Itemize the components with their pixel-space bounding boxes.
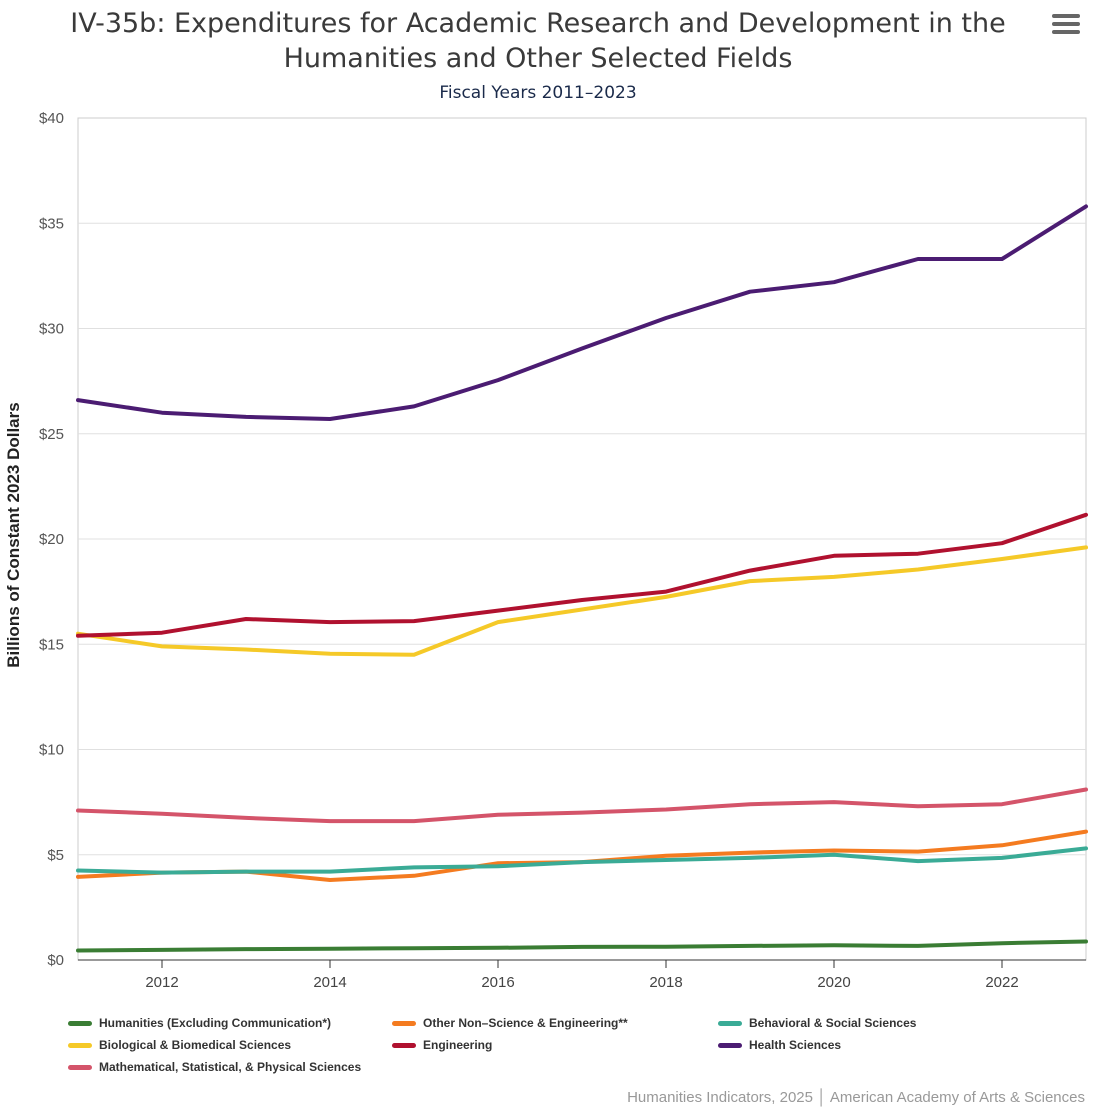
legend-swatch bbox=[392, 1020, 416, 1026]
chart-title: IV-35b: Expenditures for Academic Resear… bbox=[70, 8, 1006, 74]
legend-label: Health Sciences bbox=[749, 1038, 842, 1052]
legend-swatch bbox=[68, 1064, 92, 1070]
x-tick-label: 2016 bbox=[481, 974, 514, 991]
line-chart: $0 $5 $10 $15 $20 $25 $30 $35 $40 2012 2014 2016 201… bbox=[39, 110, 1088, 991]
series-line-biological-biomedical-sciences bbox=[76, 545, 1088, 657]
series-line-mathematical-statistical-physical-sciences bbox=[76, 787, 1088, 824]
legend-item[interactable]: Behavioral & Social Sciences bbox=[718, 1016, 916, 1030]
legend-label: Behavioral & Social Sciences bbox=[749, 1016, 917, 1030]
legend-swatch bbox=[718, 1020, 742, 1026]
legend-item[interactable]: Other Non–Science & Engineering** bbox=[392, 1016, 628, 1030]
y-axis-label: Billions of Constant 2023 Dollars bbox=[4, 402, 23, 668]
credits[interactable]: Humanities Indicators, 2025 │ American A… bbox=[627, 1089, 1085, 1106]
hamburger-menu-icon[interactable] bbox=[1052, 14, 1080, 38]
x-tick-label: 2018 bbox=[649, 974, 682, 991]
y-tick-label: $20 bbox=[39, 531, 64, 548]
y-tick-label: $15 bbox=[39, 636, 64, 653]
legend-label: Mathematical, Statistical, & Physical Sc… bbox=[99, 1060, 362, 1074]
legend-item[interactable]: Humanities (Excluding Communication*) bbox=[68, 1016, 331, 1030]
y-tick-label: $0 bbox=[47, 952, 64, 969]
legend-label: Engineering bbox=[423, 1038, 493, 1052]
x-tick-label: 2012 bbox=[145, 974, 178, 991]
legend-label: Biological & Biomedical Sciences bbox=[99, 1038, 292, 1052]
chart-subtitle: Fiscal Years 2011–2023 bbox=[439, 83, 637, 103]
series-line-engineering bbox=[76, 512, 1088, 638]
y-tick-label: $30 bbox=[39, 321, 64, 338]
y-tick-label: $10 bbox=[39, 742, 64, 759]
x-tick-label: 2014 bbox=[313, 974, 346, 991]
x-tick-label: 2020 bbox=[817, 974, 850, 991]
y-tick-label: $5 bbox=[47, 847, 64, 864]
legend-swatch bbox=[68, 1020, 92, 1026]
x-tick-label: 2022 bbox=[985, 974, 1018, 991]
legend-item[interactable]: Biological & Biomedical Sciences bbox=[68, 1038, 291, 1052]
legend-item[interactable]: Mathematical, Statistical, & Physical Sc… bbox=[68, 1060, 361, 1074]
y-tick-label: $35 bbox=[39, 215, 64, 232]
series-line-behavioral-social-sciences bbox=[76, 846, 1088, 875]
legend-item[interactable]: Engineering bbox=[392, 1038, 492, 1052]
series-line-health-sciences bbox=[76, 204, 1088, 421]
y-tick-label: $40 bbox=[39, 110, 64, 127]
y-tick-label: $25 bbox=[39, 426, 64, 443]
legend-swatch bbox=[718, 1042, 742, 1048]
legend-label: Humanities (Excluding Communication*) bbox=[99, 1016, 332, 1030]
legend-label: Other Non–Science & Engineering** bbox=[423, 1016, 628, 1030]
series-line-humanities-excluding-communication bbox=[76, 939, 1088, 953]
legend-swatch bbox=[68, 1042, 92, 1048]
legend-item[interactable]: Health Sciences bbox=[718, 1038, 841, 1052]
legend-swatch bbox=[392, 1042, 416, 1048]
